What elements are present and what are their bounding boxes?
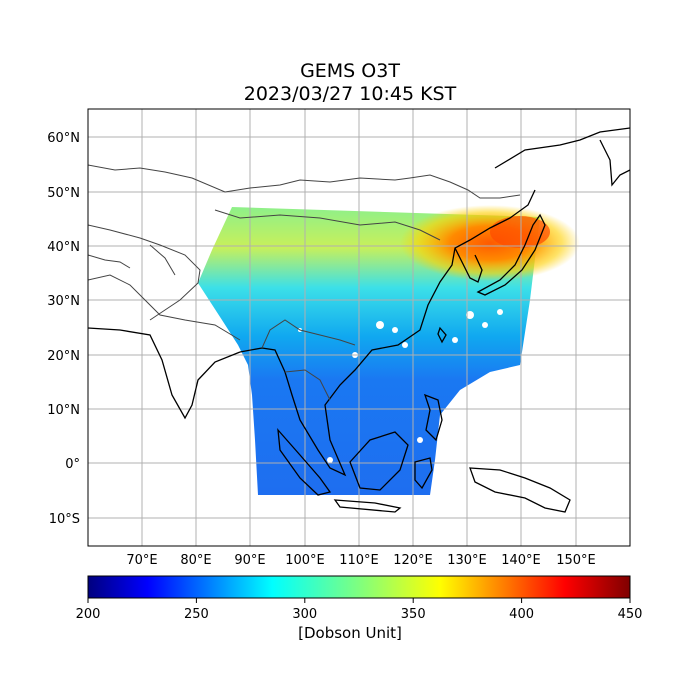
borders (88, 164, 521, 401)
colorbar-tick-label: 350 (401, 607, 426, 622)
gridlines (88, 109, 630, 546)
map-timestamp: 2023/03/27 10:45 KST (243, 83, 457, 105)
high-ozone-region (400, 205, 580, 281)
lat-tick-label: 50°N (47, 186, 80, 201)
map-title: GEMS O3T (300, 60, 400, 82)
lat-tick-label: 60°N (47, 131, 80, 146)
no-data-specks (298, 309, 503, 468)
lat-tick-label: 40°N (47, 240, 80, 255)
coastlines (88, 127, 630, 513)
lon-tick-label: 120°E (393, 553, 433, 568)
lon-tick-label: 140°E (501, 553, 541, 568)
lon-tick-label: 130°E (447, 553, 487, 568)
map-frame (87, 108, 631, 547)
peak-ozone-region (490, 216, 550, 248)
lat-tick-label: 20°N (47, 349, 80, 364)
lat-tick-label: 10°S (49, 512, 80, 527)
colorbar-ticks (87, 598, 631, 603)
lon-tick-label: 90°E (234, 553, 265, 568)
colorbar-tick-label: 300 (292, 607, 317, 622)
colorbar-label: [Dobson Unit] (298, 624, 402, 642)
colorbar-tick-label: 200 (76, 607, 101, 622)
ozone-swath (198, 207, 540, 495)
lon-tick-label: 100°E (285, 553, 325, 568)
longitude-labels: 70°E 80°E 90°E 100°E 110°E 120°E 130°E 1… (126, 553, 595, 568)
colorbar-tick-label: 400 (509, 607, 534, 622)
lon-tick-label: 80°E (180, 553, 211, 568)
lon-tick-label: 70°E (126, 553, 157, 568)
lat-tick-label: 30°N (47, 294, 80, 309)
colorbar-tick-label: 450 (618, 607, 643, 622)
colorbar-tick-labels: 200 250 300 350 400 450 (76, 607, 643, 622)
colorbar-tick-label: 250 (184, 607, 209, 622)
latitude-labels: 60°N 50°N 40°N 30°N 20°N 10°N 0° 10°S (47, 131, 80, 527)
lat-tick-label: 10°N (47, 403, 80, 418)
lon-tick-label: 150°E (556, 553, 596, 568)
lat-tick-label: 0° (65, 457, 80, 472)
lon-tick-label: 110°E (339, 553, 379, 568)
colorbar (87, 575, 631, 599)
